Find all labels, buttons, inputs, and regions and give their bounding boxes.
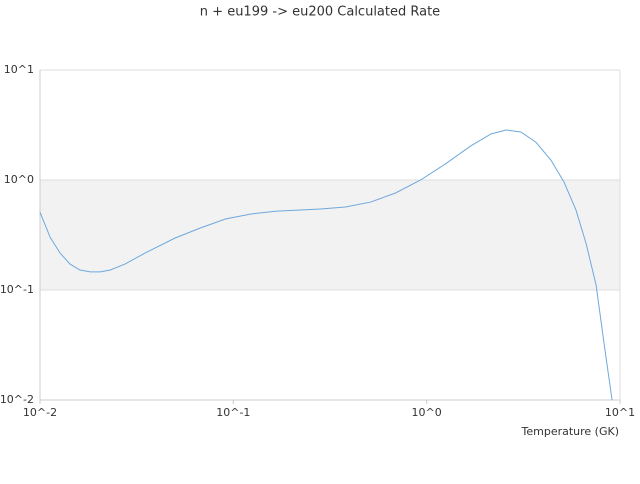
x-tick-label: 10^-2	[23, 406, 57, 419]
y-tick-label: 10^-1	[0, 283, 34, 296]
y-tick-label: 10^1	[4, 63, 34, 76]
chart-title: n + eu199 -> eu200 Calculated Rate	[200, 5, 440, 20]
x-tick-label: 10^-1	[216, 406, 250, 419]
x-tick-label: 10^1	[605, 406, 635, 419]
data-line	[39, 129, 613, 401]
y-tick-label: 10^0	[4, 173, 34, 186]
x-axis-label: Temperature (GK)	[521, 425, 620, 438]
x-tick-label: 10^0	[412, 406, 442, 419]
grid-band	[40, 180, 620, 290]
y-tick-label: 10^-2	[0, 393, 34, 406]
